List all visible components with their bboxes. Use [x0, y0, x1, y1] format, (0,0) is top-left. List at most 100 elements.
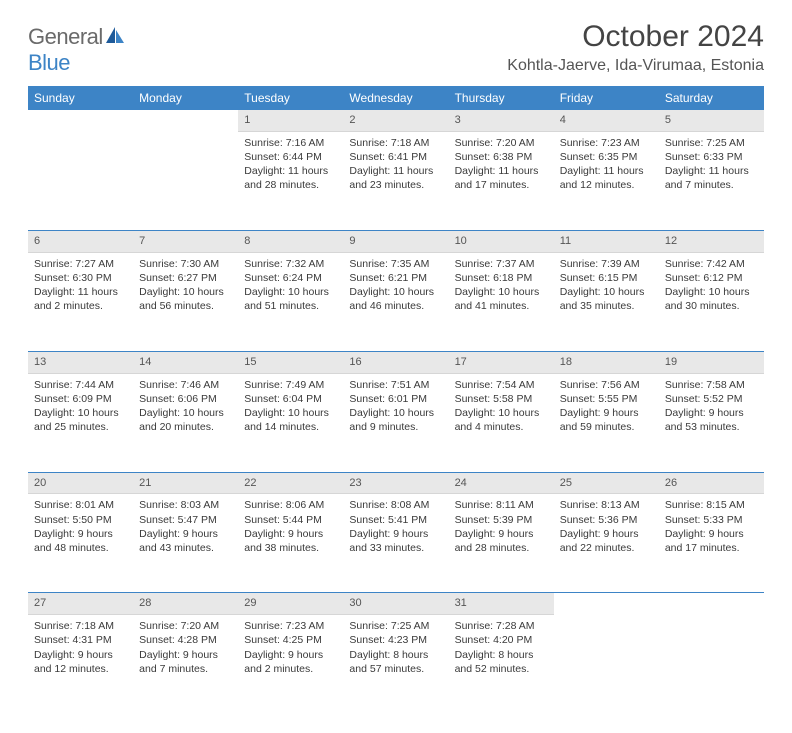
- day-number-cell: 19: [659, 352, 764, 373]
- daylight-text: Daylight: 9 hours and 17 minutes.: [665, 527, 758, 555]
- sunrise-text: Sunrise: 8:11 AM: [455, 498, 548, 512]
- day-content-cell: Sunrise: 7:56 AMSunset: 5:55 PMDaylight:…: [554, 373, 659, 472]
- day-content-cell: Sunrise: 7:42 AMSunset: 6:12 PMDaylight:…: [659, 252, 764, 351]
- sunset-text: Sunset: 6:06 PM: [139, 392, 232, 406]
- day-content-cell: [133, 131, 238, 230]
- sunset-text: Sunset: 6:24 PM: [244, 271, 337, 285]
- daylight-text: Daylight: 11 hours and 7 minutes.: [665, 164, 758, 192]
- sunrise-text: Sunrise: 7:16 AM: [244, 136, 337, 150]
- header: General Blue October 2024 Kohtla-Jaerve,…: [28, 20, 764, 76]
- day-content-cell: Sunrise: 7:18 AMSunset: 4:31 PMDaylight:…: [28, 615, 133, 714]
- sunset-text: Sunset: 5:47 PM: [139, 513, 232, 527]
- sunset-text: Sunset: 6:35 PM: [560, 150, 653, 164]
- daylight-text: Daylight: 10 hours and 14 minutes.: [244, 406, 337, 434]
- daylight-text: Daylight: 9 hours and 22 minutes.: [560, 527, 653, 555]
- day-number-cell: 9: [343, 231, 448, 252]
- day-content-cell: Sunrise: 8:08 AMSunset: 5:41 PMDaylight:…: [343, 494, 448, 593]
- day-number-cell: 23: [343, 473, 448, 494]
- day-number-row: 12345: [28, 110, 764, 131]
- day-content-cell: Sunrise: 7:51 AMSunset: 6:01 PMDaylight:…: [343, 373, 448, 472]
- location: Kohtla-Jaerve, Ida-Virumaa, Estonia: [507, 57, 764, 75]
- sunrise-text: Sunrise: 7:25 AM: [349, 619, 442, 633]
- day-content-cell: [28, 131, 133, 230]
- sunset-text: Sunset: 5:58 PM: [455, 392, 548, 406]
- sunrise-text: Sunrise: 7:54 AM: [455, 378, 548, 392]
- sunset-text: Sunset: 6:33 PM: [665, 150, 758, 164]
- daylight-text: Daylight: 9 hours and 2 minutes.: [244, 648, 337, 676]
- day-number-cell: 18: [554, 352, 659, 373]
- day-content-cell: Sunrise: 7:20 AMSunset: 4:28 PMDaylight:…: [133, 615, 238, 714]
- day-content-cell: Sunrise: 7:35 AMSunset: 6:21 PMDaylight:…: [343, 252, 448, 351]
- day-content-row: Sunrise: 7:18 AMSunset: 4:31 PMDaylight:…: [28, 615, 764, 714]
- sunrise-text: Sunrise: 7:39 AM: [560, 257, 653, 271]
- daylight-text: Daylight: 9 hours and 53 minutes.: [665, 406, 758, 434]
- day-content-row: Sunrise: 7:27 AMSunset: 6:30 PMDaylight:…: [28, 252, 764, 351]
- day-content-cell: Sunrise: 8:01 AMSunset: 5:50 PMDaylight:…: [28, 494, 133, 593]
- day-content-cell: Sunrise: 8:06 AMSunset: 5:44 PMDaylight:…: [238, 494, 343, 593]
- sunset-text: Sunset: 5:33 PM: [665, 513, 758, 527]
- day-number-cell: 25: [554, 473, 659, 494]
- sunrise-text: Sunrise: 8:01 AM: [34, 498, 127, 512]
- daylight-text: Daylight: 10 hours and 25 minutes.: [34, 406, 127, 434]
- daylight-text: Daylight: 10 hours and 51 minutes.: [244, 285, 337, 313]
- day-number-cell: [133, 110, 238, 131]
- daylight-text: Daylight: 9 hours and 38 minutes.: [244, 527, 337, 555]
- sunrise-text: Sunrise: 7:20 AM: [139, 619, 232, 633]
- daylight-text: Daylight: 9 hours and 33 minutes.: [349, 527, 442, 555]
- day-number-row: 20212223242526: [28, 473, 764, 494]
- sunrise-text: Sunrise: 7:23 AM: [560, 136, 653, 150]
- logo-text-blue: Blue: [28, 50, 70, 75]
- sunset-text: Sunset: 6:01 PM: [349, 392, 442, 406]
- sunrise-text: Sunrise: 7:30 AM: [139, 257, 232, 271]
- day-content-cell: Sunrise: 7:25 AMSunset: 6:33 PMDaylight:…: [659, 131, 764, 230]
- month-title: October 2024: [507, 20, 764, 53]
- daylight-text: Daylight: 9 hours and 59 minutes.: [560, 406, 653, 434]
- daylight-text: Daylight: 8 hours and 57 minutes.: [349, 648, 442, 676]
- daylight-text: Daylight: 9 hours and 7 minutes.: [139, 648, 232, 676]
- day-number-cell: 7: [133, 231, 238, 252]
- weekday-wed: Wednesday: [343, 86, 448, 110]
- sunset-text: Sunset: 6:09 PM: [34, 392, 127, 406]
- day-number-cell: 3: [449, 110, 554, 131]
- sunrise-text: Sunrise: 7:18 AM: [349, 136, 442, 150]
- daylight-text: Daylight: 11 hours and 28 minutes.: [244, 164, 337, 192]
- sunset-text: Sunset: 6:30 PM: [34, 271, 127, 285]
- daylight-text: Daylight: 9 hours and 28 minutes.: [455, 527, 548, 555]
- sunrise-text: Sunrise: 8:15 AM: [665, 498, 758, 512]
- sunset-text: Sunset: 5:39 PM: [455, 513, 548, 527]
- day-number-cell: 26: [659, 473, 764, 494]
- day-number-cell: 5: [659, 110, 764, 131]
- sunset-text: Sunset: 6:18 PM: [455, 271, 548, 285]
- day-number-cell: 8: [238, 231, 343, 252]
- day-number-row: 13141516171819: [28, 352, 764, 373]
- day-number-cell: 1: [238, 110, 343, 131]
- weekday-sun: Sunday: [28, 86, 133, 110]
- day-content-row: Sunrise: 7:16 AMSunset: 6:44 PMDaylight:…: [28, 131, 764, 230]
- day-number-cell: [28, 110, 133, 131]
- sunset-text: Sunset: 4:28 PM: [139, 633, 232, 647]
- weekday-sat: Saturday: [659, 86, 764, 110]
- day-content-cell: Sunrise: 7:27 AMSunset: 6:30 PMDaylight:…: [28, 252, 133, 351]
- day-number-cell: 15: [238, 352, 343, 373]
- sunrise-text: Sunrise: 7:51 AM: [349, 378, 442, 392]
- sunset-text: Sunset: 6:21 PM: [349, 271, 442, 285]
- daylight-text: Daylight: 10 hours and 30 minutes.: [665, 285, 758, 313]
- day-content-row: Sunrise: 7:44 AMSunset: 6:09 PMDaylight:…: [28, 373, 764, 472]
- day-number-row: 6789101112: [28, 231, 764, 252]
- day-number-cell: 17: [449, 352, 554, 373]
- day-number-cell: 13: [28, 352, 133, 373]
- day-content-cell: [659, 615, 764, 714]
- daylight-text: Daylight: 11 hours and 17 minutes.: [455, 164, 548, 192]
- sunset-text: Sunset: 4:25 PM: [244, 633, 337, 647]
- daylight-text: Daylight: 11 hours and 23 minutes.: [349, 164, 442, 192]
- daylight-text: Daylight: 8 hours and 52 minutes.: [455, 648, 548, 676]
- day-number-cell: 12: [659, 231, 764, 252]
- day-content-cell: Sunrise: 8:11 AMSunset: 5:39 PMDaylight:…: [449, 494, 554, 593]
- sunset-text: Sunset: 6:27 PM: [139, 271, 232, 285]
- sunset-text: Sunset: 6:41 PM: [349, 150, 442, 164]
- sunrise-text: Sunrise: 7:32 AM: [244, 257, 337, 271]
- sunset-text: Sunset: 6:12 PM: [665, 271, 758, 285]
- day-content-cell: Sunrise: 7:20 AMSunset: 6:38 PMDaylight:…: [449, 131, 554, 230]
- day-number-cell: 6: [28, 231, 133, 252]
- sunset-text: Sunset: 6:38 PM: [455, 150, 548, 164]
